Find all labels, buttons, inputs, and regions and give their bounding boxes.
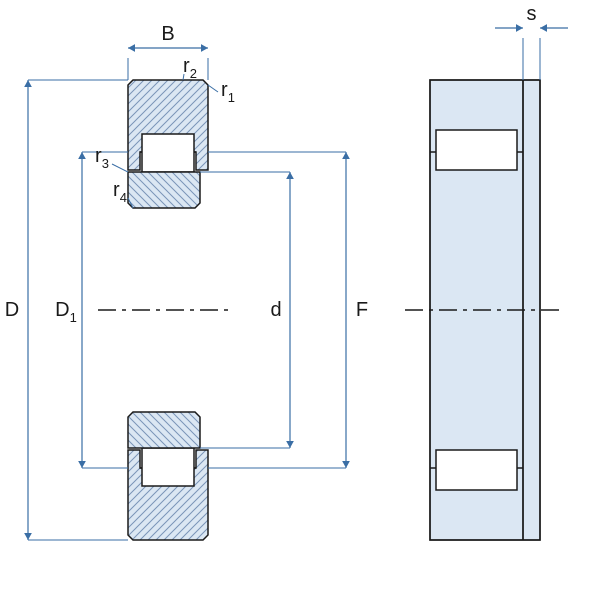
dim-d-label: d [270, 299, 281, 321]
dim-s-label: s [527, 3, 537, 25]
dim-b-label: B [161, 23, 174, 45]
inner-ring [128, 172, 200, 208]
roller [142, 448, 194, 486]
side-roller [436, 130, 517, 170]
roller [142, 134, 194, 172]
inner-ring [128, 412, 200, 448]
dim-f-label: F [356, 299, 368, 321]
side-roller [436, 450, 517, 490]
dim-d-outer-label: D [5, 299, 19, 321]
